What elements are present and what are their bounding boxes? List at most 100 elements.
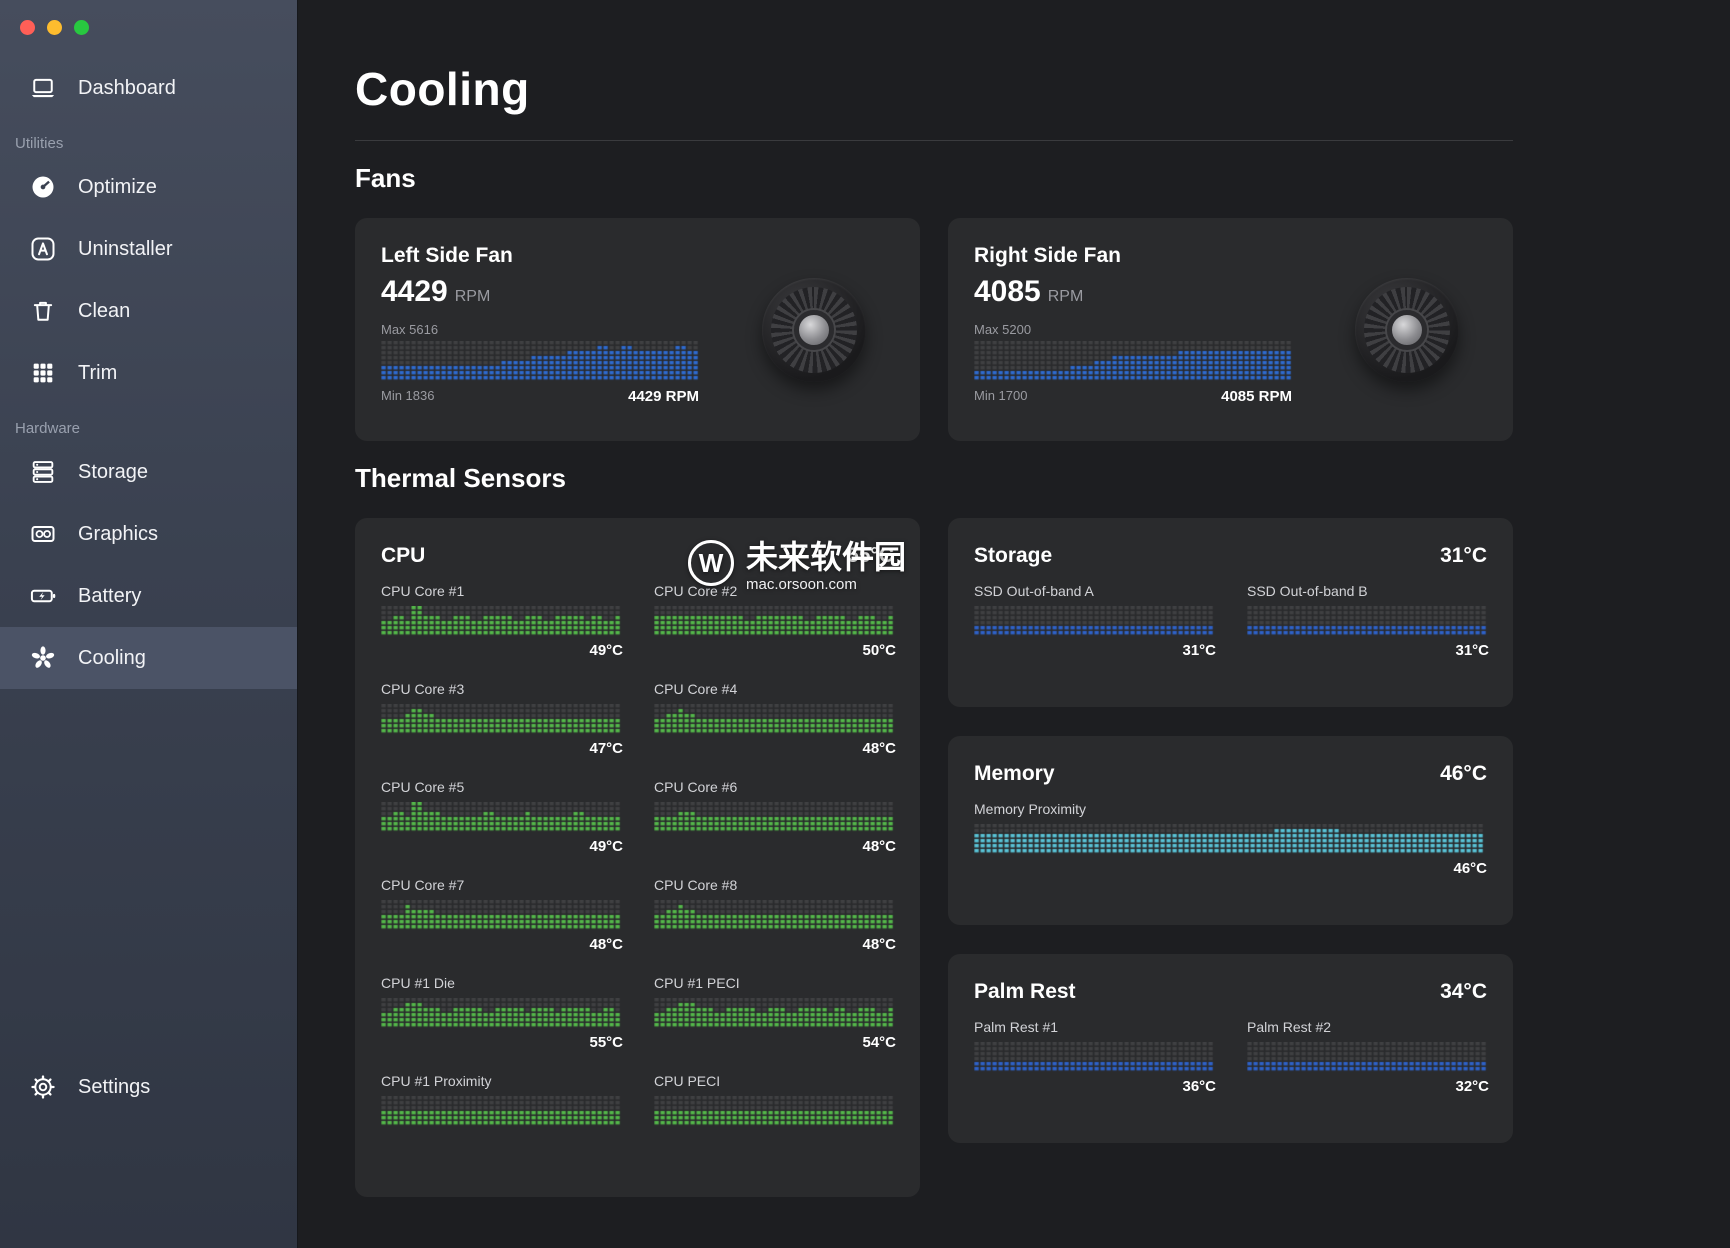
fan-rpm-value: 4085: [974, 275, 1041, 308]
server-icon: [26, 458, 60, 486]
speedometer-icon: [26, 173, 60, 201]
sensor-temp: [381, 1132, 623, 1150]
fan-max-label: Max 5616: [381, 322, 439, 337]
sidebar-item-trim[interactable]: Trim: [0, 342, 297, 404]
sensor-label: CPU Core #5: [381, 779, 465, 795]
sensor-temp: 49°C: [589, 642, 623, 659]
sensor-temp: 54°C: [862, 1034, 896, 1051]
sensor-memory-proximity: Memory Proximity 46°C: [974, 801, 1487, 878]
sensor-cpu1-proximity: CPU #1 Proximity: [381, 1073, 623, 1150]
sensor-cpu-peci: CPU PECI: [654, 1073, 896, 1150]
sensor-ssd-a: SSD Out-of-band A 31°C: [974, 583, 1216, 660]
cpu-core-8-chart: [654, 900, 896, 930]
zoom-button[interactable]: [74, 20, 89, 35]
main-content: Cooling Fans Left Side Fan 4429 RPM Max …: [298, 0, 1730, 1248]
sensor-temp: 48°C: [862, 936, 896, 953]
fans-section: Left Side Fan 4429 RPM Max 5616 Min 1836…: [355, 218, 1513, 441]
gpu-icon: [26, 520, 60, 548]
sensor-temp: 31°C: [1455, 642, 1489, 659]
sensor-cpu-core-3: CPU Core #3 47°C: [381, 681, 623, 758]
memory-proximity-chart: [974, 824, 1487, 854]
cpu-core-3-chart: [381, 704, 623, 734]
sidebar-item-label: Cooling: [78, 646, 146, 669]
cpu1-peci-chart: [654, 998, 896, 1028]
laptop-icon: [26, 74, 60, 102]
sidebar-item-optimize[interactable]: Optimize: [0, 156, 297, 218]
right-fan-chart: [974, 341, 1292, 381]
close-button[interactable]: [20, 20, 35, 35]
sensor-label: CPU Core #4: [654, 681, 738, 697]
sidebar-item-label: Uninstaller: [78, 237, 173, 260]
fan-rpm-unit: RPM: [454, 288, 491, 305]
sensor-cpu-core-5: CPU Core #5 49°C: [381, 779, 623, 856]
sensor-palm-2: Palm Rest #2 32°C: [1247, 1019, 1489, 1096]
sensor-label: Palm Rest #1: [974, 1019, 1059, 1035]
sensor-cpu-core-1: CPU Core #1 49°C: [381, 583, 623, 660]
sidebar-item-battery[interactable]: Battery: [0, 565, 297, 627]
title-divider: [355, 140, 1513, 141]
cpu-core-5-chart: [381, 802, 623, 832]
sensor-temp: 55°C: [589, 1034, 623, 1051]
palm-1-chart: [974, 1042, 1216, 1072]
sensor-cpu1-die: CPU #1 Die 55°C: [381, 975, 623, 1052]
palm-card-title: Palm Rest: [974, 980, 1076, 1003]
sidebar-item-label: Optimize: [78, 175, 157, 198]
sensor-temp: 31°C: [1182, 642, 1216, 659]
sensor-temp: 49°C: [589, 838, 623, 855]
sensor-label: CPU Core #6: [654, 779, 738, 795]
cpu-core-7-chart: [381, 900, 623, 930]
thermal-section: CPU 55°C CPU Core #1 49°C CPU Core #2 50…: [355, 518, 1513, 1197]
sensor-cpu1-peci: CPU #1 PECI 54°C: [654, 975, 896, 1052]
sidebar-item-label: Trim: [78, 361, 118, 384]
sensor-label: CPU #1 Die: [381, 975, 455, 991]
sidebar-nav: Dashboard Utilities Optimize Uninstaller…: [0, 57, 297, 689]
cpu1-die-chart: [381, 998, 623, 1028]
sidebar-item-dashboard[interactable]: Dashboard: [0, 57, 297, 119]
minimize-button[interactable]: [47, 20, 62, 35]
sidebar-item-uninstaller[interactable]: Uninstaller: [0, 218, 297, 280]
sensor-label: CPU Core #3: [381, 681, 465, 697]
memory-card-title: Memory: [974, 762, 1055, 785]
sidebar-item-graphics[interactable]: Graphics: [0, 503, 297, 565]
sensor-label: SSD Out-of-band A: [974, 583, 1094, 599]
page-title: Cooling: [355, 63, 530, 115]
sidebar-item-cooling[interactable]: Cooling: [0, 627, 297, 689]
sensor-temp: 32°C: [1455, 1078, 1489, 1095]
sidebar-item-label: Settings: [78, 1075, 151, 1098]
palm-card-temp: 34°C: [1440, 980, 1487, 1003]
sensor-label: CPU PECI: [654, 1073, 721, 1089]
fan-name: Left Side Fan: [381, 244, 513, 267]
sidebar-item-settings[interactable]: Settings: [0, 1056, 297, 1118]
thermal-heading: Thermal Sensors: [355, 463, 566, 493]
sensor-temp: 47°C: [589, 740, 623, 757]
sensor-palm-1: Palm Rest #1 36°C: [974, 1019, 1216, 1096]
cpu-core-4-chart: [654, 704, 896, 734]
storage-card: Storage 31°C SSD Out-of-band A 31°C SSD …: [948, 518, 1513, 707]
palm-rest-card: Palm Rest 34°C Palm Rest #1 36°C Palm Re…: [948, 954, 1513, 1143]
traffic-lights: [0, 0, 297, 35]
fan-current-label: 4085 RPM: [1221, 388, 1292, 405]
sidebar-section-hardware: Hardware: [15, 420, 81, 437]
fan-max-label: Max 5200: [974, 322, 1032, 337]
storage-card-temp: 31°C: [1440, 544, 1487, 567]
trash-icon: [26, 297, 60, 325]
cpu-card: CPU 55°C CPU Core #1 49°C CPU Core #2 50…: [355, 518, 920, 1197]
sensor-label: CPU Core #7: [381, 877, 465, 893]
sensor-cpu-core-6: CPU Core #6 48°C: [654, 779, 896, 856]
sensor-cpu-core-7: CPU Core #7 48°C: [381, 877, 623, 954]
sidebar-item-label: Dashboard: [78, 76, 176, 99]
sensor-cpu-core-4: CPU Core #4 48°C: [654, 681, 896, 758]
ssd-b-chart: [1247, 606, 1489, 636]
thermal-right-column: Storage 31°C SSD Out-of-band A 31°C SSD …: [948, 518, 1513, 1143]
sidebar-item-storage[interactable]: Storage: [0, 441, 297, 503]
sensor-cpu-core-8: CPU Core #8 48°C: [654, 877, 896, 954]
sidebar-section-utilities: Utilities: [15, 135, 64, 152]
fan-icon: [26, 644, 60, 672]
sensor-label: CPU Core #8: [654, 877, 738, 893]
sidebar-item-clean[interactable]: Clean: [0, 280, 297, 342]
sensor-label: Memory Proximity: [974, 801, 1087, 817]
sensor-ssd-b: SSD Out-of-band B 31°C: [1247, 583, 1489, 660]
sensor-label: Palm Rest #2: [1247, 1019, 1332, 1035]
fan-min-label: Min 1700: [974, 388, 1028, 403]
appstore-a-icon: [26, 235, 60, 263]
